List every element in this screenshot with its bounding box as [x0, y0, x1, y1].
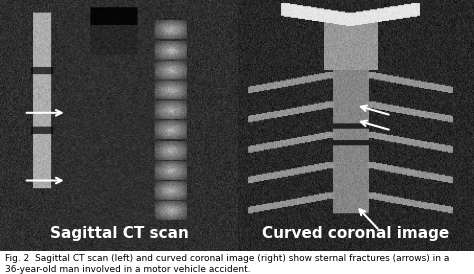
Text: Curved coronal image: Curved coronal image — [262, 226, 450, 241]
Text: Sagittal CT scan: Sagittal CT scan — [50, 226, 188, 241]
Text: Fig. 2  Sagittal CT scan (left) and curved coronal image (right) show sternal fr: Fig. 2 Sagittal CT scan (left) and curve… — [5, 254, 449, 274]
